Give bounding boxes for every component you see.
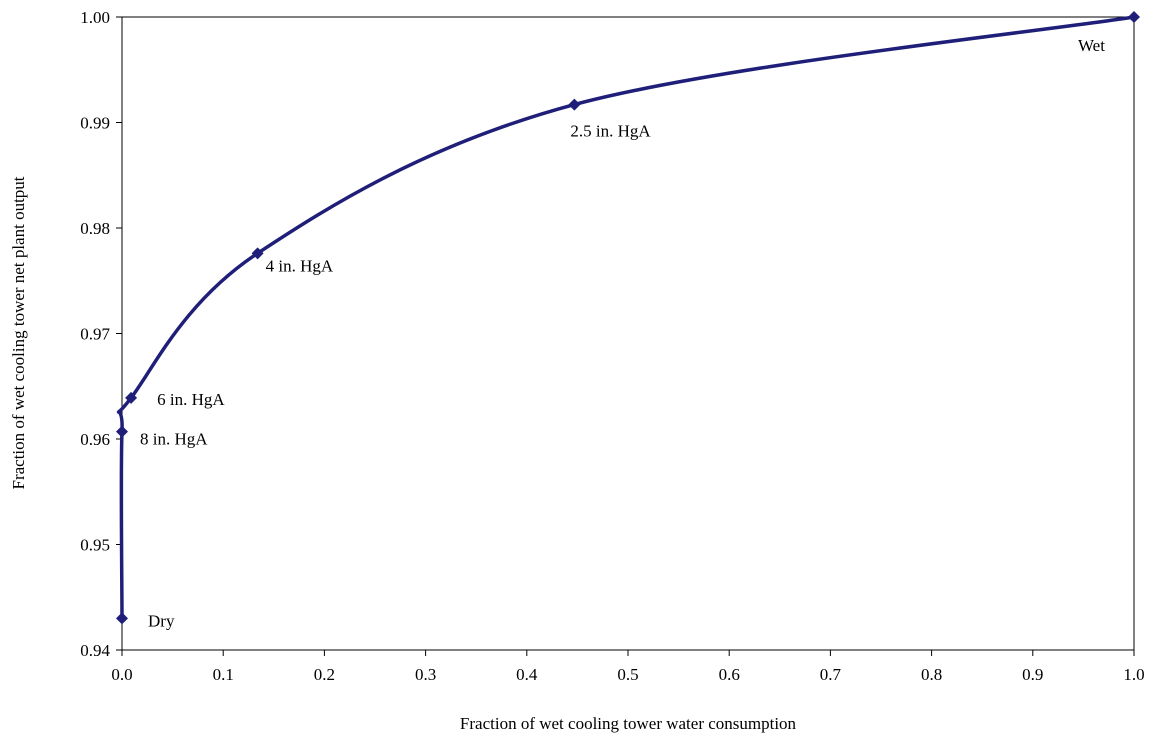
y-axis-title: Fraction of wet cooling tower net plant …	[9, 176, 28, 489]
y-tick-label: 1.00	[80, 8, 110, 27]
x-tick-label: 0.3	[415, 665, 436, 684]
y-axis: 0.94 0.95 0.96 0.97 0.98 0.99 1.00	[80, 8, 122, 660]
x-axis-title: Fraction of wet cooling tower water cons…	[460, 714, 797, 733]
data-point-label: Wet	[1078, 36, 1105, 55]
y-tick-label: 0.99	[80, 114, 110, 133]
y-tick-label: 0.94	[80, 641, 110, 660]
series-layer	[116, 11, 1140, 625]
data-point-marker	[116, 612, 128, 625]
x-tick-label: 0.9	[1022, 665, 1043, 684]
y-tick-label: 0.96	[80, 430, 110, 449]
point-labels: Dry 8 in. HgA 6 in. HgA 4 in. HgA 2.5 in. Hg…	[140, 36, 1105, 630]
data-point-marker	[251, 247, 264, 260]
data-point-marker	[1128, 11, 1140, 23]
x-tick-label: 1.0	[1123, 665, 1144, 684]
plot-area	[121, 16, 1135, 651]
data-point-label: 4 in. HgA	[266, 256, 334, 275]
data-point-label: 6 in. HgA	[157, 390, 225, 409]
x-tick-label: 0.5	[617, 665, 638, 684]
y-tick-label: 0.97	[80, 325, 110, 344]
y-tick-label: 0.95	[80, 536, 110, 555]
y-tick-label: 0.98	[80, 219, 110, 238]
x-tick-label: 0.0	[111, 665, 132, 684]
x-tick-label: 0.7	[820, 665, 842, 684]
data-point-label: Dry	[148, 611, 175, 630]
x-tick-label: 0.8	[921, 665, 942, 684]
data-point-marker	[568, 98, 581, 111]
data-point-marker	[125, 391, 138, 404]
data-point-label: 8 in. HgA	[140, 430, 208, 449]
x-tick-label: 0.2	[314, 665, 335, 684]
x-tick-label: 0.6	[719, 665, 740, 684]
data-point-marker	[116, 425, 128, 438]
x-tick-label: 0.4	[516, 665, 538, 684]
x-tick-label: 0.1	[213, 665, 234, 684]
data-point-label: 2.5 in. HgA	[570, 122, 651, 141]
x-axis: 0.0 0.1 0.2 0.3 0.4 0.5 0.6 0.7 0.8 0.9 1.0	[111, 650, 1145, 684]
